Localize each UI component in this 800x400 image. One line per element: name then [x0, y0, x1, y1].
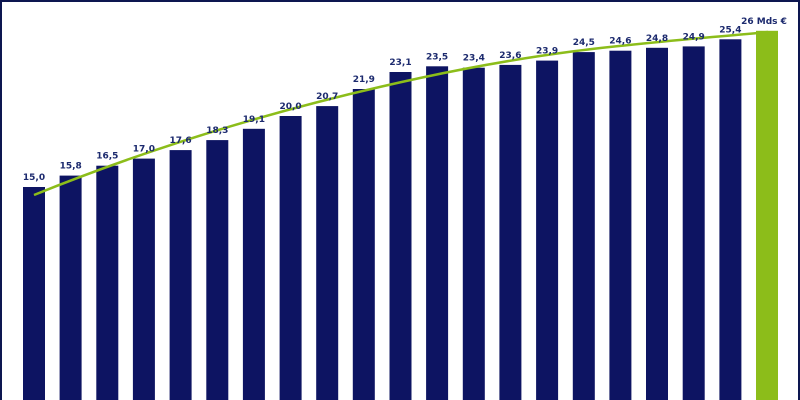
bar	[609, 50, 632, 400]
bar	[646, 47, 668, 400]
value-label: 16,5	[96, 152, 118, 162]
bar	[426, 66, 449, 400]
value-label: 24,9	[683, 32, 705, 42]
trend-line	[33, 30, 769, 197]
value-label: 25,4	[719, 25, 741, 35]
bar	[23, 187, 45, 400]
bar	[462, 67, 485, 400]
bar	[719, 39, 742, 400]
value-label: 17,6	[169, 136, 191, 146]
value-label: 15,0	[23, 173, 45, 183]
bar	[132, 158, 155, 400]
value-label: 20,7	[316, 92, 338, 102]
value-label: 19,1	[243, 115, 265, 125]
value-label: 24,5	[573, 38, 595, 48]
bar	[242, 128, 265, 400]
bar	[572, 52, 595, 400]
bar	[169, 150, 192, 400]
value-label: 17,0	[133, 145, 155, 155]
bar	[536, 60, 559, 400]
value-label: 23,6	[499, 51, 521, 61]
value-label: 23,9	[536, 47, 558, 57]
bar	[499, 64, 522, 400]
value-label: 23,4	[463, 54, 485, 64]
value-label: 23,1	[389, 58, 411, 68]
value-label: 23,5	[426, 52, 448, 62]
bar	[389, 72, 412, 400]
value-label: 24,8	[646, 34, 668, 44]
highlight-bar	[756, 30, 778, 400]
value-label: 20,0	[279, 102, 301, 112]
bar	[206, 140, 229, 400]
value-label: 24,6	[609, 37, 631, 47]
bar	[352, 89, 375, 400]
bar	[316, 106, 339, 400]
bar	[682, 46, 705, 400]
value-label: 18,3	[206, 126, 228, 136]
bar	[96, 165, 119, 400]
bar	[59, 175, 82, 400]
value-label: 26 Mds €	[741, 17, 787, 27]
bar	[279, 116, 302, 400]
value-label: 15,8	[60, 162, 82, 172]
value-label: 21,9	[353, 75, 375, 85]
